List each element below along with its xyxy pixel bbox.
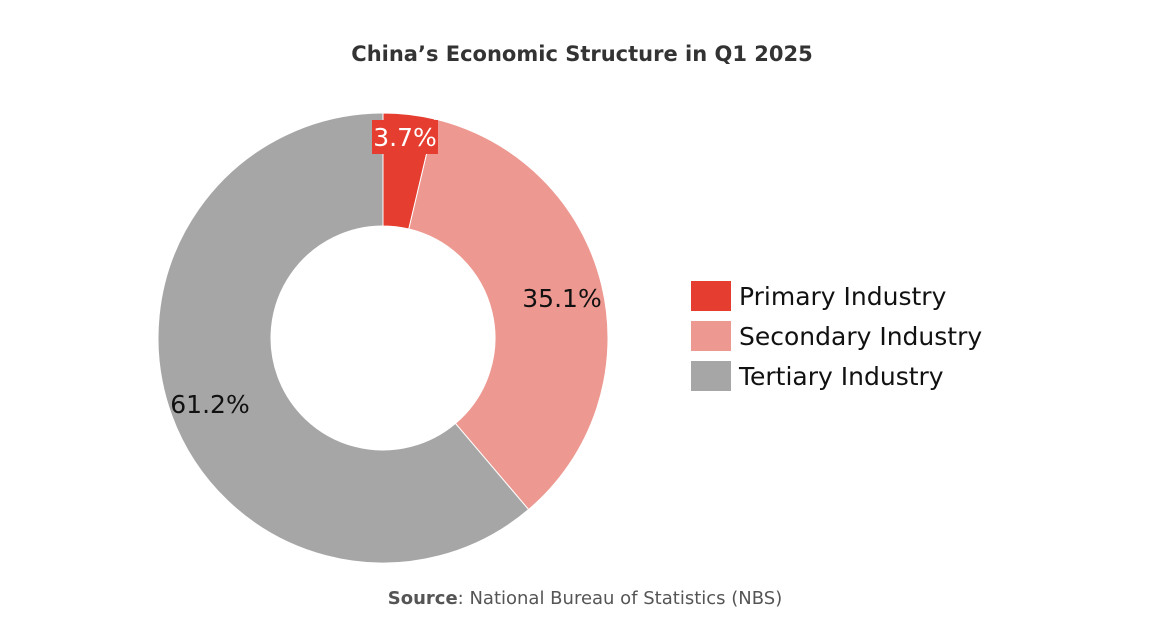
legend-label: Secondary Industry bbox=[739, 321, 983, 351]
source-text: : National Bureau of Statistics (NBS) bbox=[457, 588, 783, 609]
slice-tertiary bbox=[157, 112, 530, 564]
legend-label: Tertiary Industry bbox=[739, 361, 944, 391]
source-label: Source bbox=[387, 588, 458, 609]
data-label: 3.7% bbox=[373, 123, 437, 152]
legend-label: Primary Industry bbox=[739, 281, 947, 311]
slice-secondary bbox=[408, 118, 609, 511]
source-note: Source: National Bureau of Statistics (N… bbox=[0, 588, 1170, 609]
data-label-background bbox=[372, 120, 438, 154]
data-label: 61.2% bbox=[170, 390, 249, 419]
legend: Primary Industry Secondary Industry Tert… bbox=[691, 276, 982, 396]
chart-title: China’s Economic Structure in Q1 2025 bbox=[351, 42, 813, 66]
legend-swatch bbox=[691, 361, 731, 391]
legend-item-tertiary: Tertiary Industry bbox=[691, 356, 982, 396]
legend-swatch bbox=[691, 321, 731, 351]
legend-item-primary: Primary Industry bbox=[691, 276, 982, 316]
data-label: 35.1% bbox=[522, 284, 601, 313]
legend-swatch bbox=[691, 281, 731, 311]
legend-item-secondary: Secondary Industry bbox=[691, 316, 982, 356]
